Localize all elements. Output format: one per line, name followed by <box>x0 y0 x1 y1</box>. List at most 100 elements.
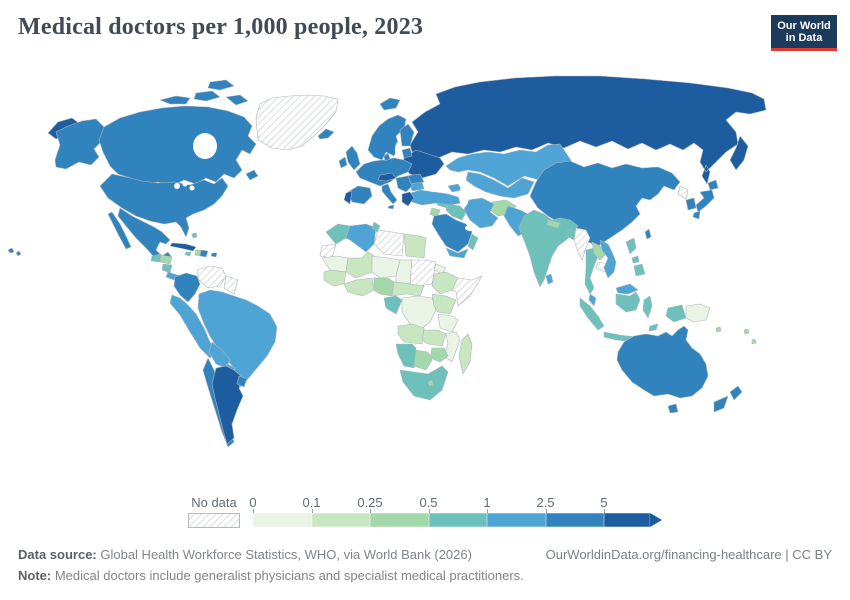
legend-segment-1-2.5[interactable] <box>487 513 546 527</box>
region-sudan[interactable] <box>409 259 437 287</box>
region-puerto-rico[interactable] <box>210 252 218 258</box>
region-egypt[interactable] <box>403 233 427 259</box>
region-myanmar[interactable] <box>573 227 591 261</box>
region-iceland[interactable] <box>317 128 335 140</box>
region-uganda-kenya[interactable] <box>431 293 457 315</box>
region-svalbard[interactable] <box>379 97 401 111</box>
region-somalia[interactable] <box>451 275 483 307</box>
persian-gulf <box>465 225 475 231</box>
region-austria-switzerland[interactable] <box>377 172 397 182</box>
region-madagascar[interactable] <box>458 333 473 375</box>
legend-segment-0.25-0.5[interactable] <box>370 513 429 527</box>
region-greenland[interactable] <box>255 94 339 151</box>
region-nigeria[interactable] <box>373 277 395 297</box>
region-morocco[interactable] <box>325 223 351 245</box>
region-australia[interactable] <box>616 325 709 414</box>
region-guyanas[interactable] <box>223 275 239 295</box>
region-argentina[interactable] <box>211 365 244 445</box>
region-philippines[interactable] <box>625 237 646 277</box>
region-tanzania[interactable] <box>437 313 459 333</box>
note-text: Medical doctors include generalist physi… <box>51 568 524 583</box>
region-central-asia[interactable] <box>465 171 535 199</box>
region-hawaii[interactable] <box>7 247 22 257</box>
region-western-sahara[interactable] <box>319 243 337 259</box>
legend-segment-2.5-5[interactable] <box>545 513 604 527</box>
region-usa[interactable] <box>99 173 229 238</box>
owid-logo[interactable]: Our World in Data <box>771 15 837 51</box>
region-greece[interactable] <box>401 191 415 207</box>
region-ireland[interactable] <box>338 156 348 169</box>
region-dominican-republic[interactable] <box>199 249 209 258</box>
region-baltics[interactable] <box>401 147 413 159</box>
region-mauritania[interactable] <box>321 255 349 273</box>
region-tunisia[interactable] <box>371 221 381 233</box>
region-balkans[interactable] <box>395 175 413 193</box>
region-india[interactable] <box>518 209 579 288</box>
credit-link[interactable]: OurWorldinData.org/financing-healthcare … <box>545 547 832 562</box>
region-nepal[interactable] <box>546 219 561 229</box>
region-colombia[interactable] <box>173 272 201 303</box>
region-bahamas[interactable] <box>191 232 198 239</box>
region-honduras[interactable] <box>159 254 173 265</box>
region-lesotho[interactable] <box>427 379 434 387</box>
region-italy[interactable] <box>381 183 398 210</box>
legend-segment-0.1-0.25[interactable] <box>311 513 370 527</box>
region-senegal-guinea[interactable] <box>323 269 347 287</box>
region-sri-lanka[interactable] <box>545 273 554 285</box>
region-venezuela[interactable] <box>196 265 227 289</box>
region-iraq[interactable] <box>445 203 467 221</box>
region-namibia[interactable] <box>395 343 417 369</box>
region-iberia[interactable] <box>347 185 373 205</box>
legend-ticks: 0 0.1 0.25 0.5 1 2.5 5 <box>249 495 673 513</box>
region-botswana[interactable] <box>413 349 433 371</box>
region-iran[interactable] <box>463 197 499 229</box>
region-cuba[interactable] <box>169 242 197 252</box>
region-new-zealand[interactable] <box>713 385 743 413</box>
region-yemen[interactable] <box>445 247 469 259</box>
region-papua-new-guinea[interactable] <box>685 303 711 323</box>
great-lakes <box>189 185 195 191</box>
legend-segment-0.5-1[interactable] <box>428 513 487 527</box>
region-saudi-arabia[interactable] <box>431 213 473 253</box>
region-pacific-islands[interactable] <box>715 326 757 345</box>
region-zimbabwe[interactable] <box>429 347 449 363</box>
region-nicaragua[interactable] <box>161 263 173 274</box>
region-angola[interactable] <box>397 323 425 345</box>
region-mali[interactable] <box>345 251 375 279</box>
region-bulgaria[interactable] <box>409 181 425 192</box>
region-libya[interactable] <box>373 229 405 257</box>
region-malawi-mozambique[interactable] <box>443 331 461 363</box>
region-zambia[interactable] <box>421 329 447 347</box>
region-niger[interactable] <box>371 255 401 279</box>
region-denmark[interactable] <box>383 152 391 162</box>
region-laos[interactable] <box>591 241 607 261</box>
region-dr-congo[interactable] <box>401 295 437 331</box>
region-russia[interactable] <box>47 75 767 185</box>
region-united-kingdom[interactable] <box>345 145 361 171</box>
region-uruguay[interactable] <box>236 375 248 388</box>
legend-no-data-swatch[interactable] <box>188 513 240 528</box>
region-finland[interactable] <box>399 123 415 147</box>
region-algeria[interactable] <box>345 223 377 253</box>
region-vietnam[interactable] <box>599 239 617 279</box>
region-western-europe[interactable] <box>355 157 413 187</box>
region-canada[interactable] <box>98 79 259 187</box>
region-malaysia[interactable] <box>588 283 639 307</box>
region-south-africa[interactable] <box>399 365 449 401</box>
region-portugal[interactable] <box>343 190 353 205</box>
region-turkey[interactable] <box>407 189 463 206</box>
region-japan[interactable] <box>692 179 719 220</box>
legend-segment-0-0.1[interactable] <box>253 513 312 527</box>
note-line: Note: Medical doctors include generalist… <box>18 568 524 583</box>
region-gabon-congo[interactable] <box>383 295 403 315</box>
legend-segment-5+[interactable] <box>604 513 650 527</box>
legend-tick-mark <box>253 509 254 513</box>
legend-tick-mark <box>487 509 488 513</box>
region-brazil[interactable] <box>197 289 278 389</box>
region-south-korea[interactable] <box>685 197 697 211</box>
region-ivory-coast-ghana[interactable] <box>343 277 375 297</box>
region-north-korea[interactable] <box>677 185 689 200</box>
region-oman[interactable] <box>467 233 479 251</box>
region-jamaica[interactable] <box>184 251 192 257</box>
region-taiwan[interactable] <box>644 228 652 240</box>
